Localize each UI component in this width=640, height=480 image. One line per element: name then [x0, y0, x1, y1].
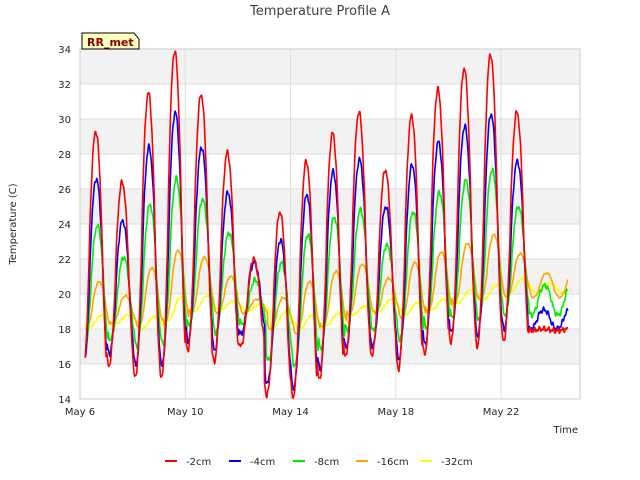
x-axis-title: Time [553, 425, 578, 436]
legend-label: -16cm [377, 457, 409, 468]
x-tick-label: May 18 [378, 407, 415, 418]
x-tick-label: May 6 [65, 407, 95, 418]
x-tick-label: May 10 [167, 407, 204, 418]
y-axis-title: Temperature (C) [8, 183, 19, 265]
legend-item: -16cm [356, 457, 409, 468]
x-axis: May 6 May 10 May 14 May 18 May 22 [65, 407, 519, 418]
y-tick-label: 28 [58, 150, 71, 161]
y-axis: 14 16 18 20 22 24 26 28 30 32 34 [58, 45, 71, 406]
x-tick-label: May 14 [272, 407, 309, 418]
y-tick-label: 30 [58, 115, 71, 126]
x-tick-label: May 22 [483, 407, 520, 418]
series-lines [84, 50, 569, 400]
plot-background [80, 49, 580, 364]
legend-label: -2cm [186, 457, 211, 468]
legend-item: -4cm [229, 457, 275, 468]
plot-band [80, 49, 580, 84]
plot-frame [79, 48, 581, 400]
series-line-minus-2cm [84, 50, 569, 400]
legend-item: -8cm [293, 457, 339, 468]
legend-item: -2cm [165, 457, 211, 468]
legend-item: -32cm [420, 457, 473, 468]
legend-label: -8cm [314, 457, 339, 468]
legend: -2cm -4cm -8cm -16cm -32cm [165, 457, 473, 468]
legend-label: -4cm [250, 457, 275, 468]
y-tick-label: 32 [58, 80, 71, 91]
legend-label: -32cm [441, 457, 473, 468]
station-label: RR_met [87, 36, 134, 49]
y-tick-label: 22 [58, 255, 71, 266]
y-tick-label: 18 [58, 325, 71, 336]
plot-band [80, 259, 580, 294]
y-tick-label: 26 [58, 185, 71, 196]
y-tick-label: 24 [58, 220, 71, 231]
y-tick-label: 14 [58, 395, 71, 406]
chart-title: Temperature Profile A [249, 4, 390, 19]
station-label-badge: RR_met [81, 32, 140, 50]
y-tick-label: 34 [58, 45, 71, 56]
y-tick-label: 20 [58, 290, 71, 301]
y-tick-label: 16 [58, 360, 71, 371]
